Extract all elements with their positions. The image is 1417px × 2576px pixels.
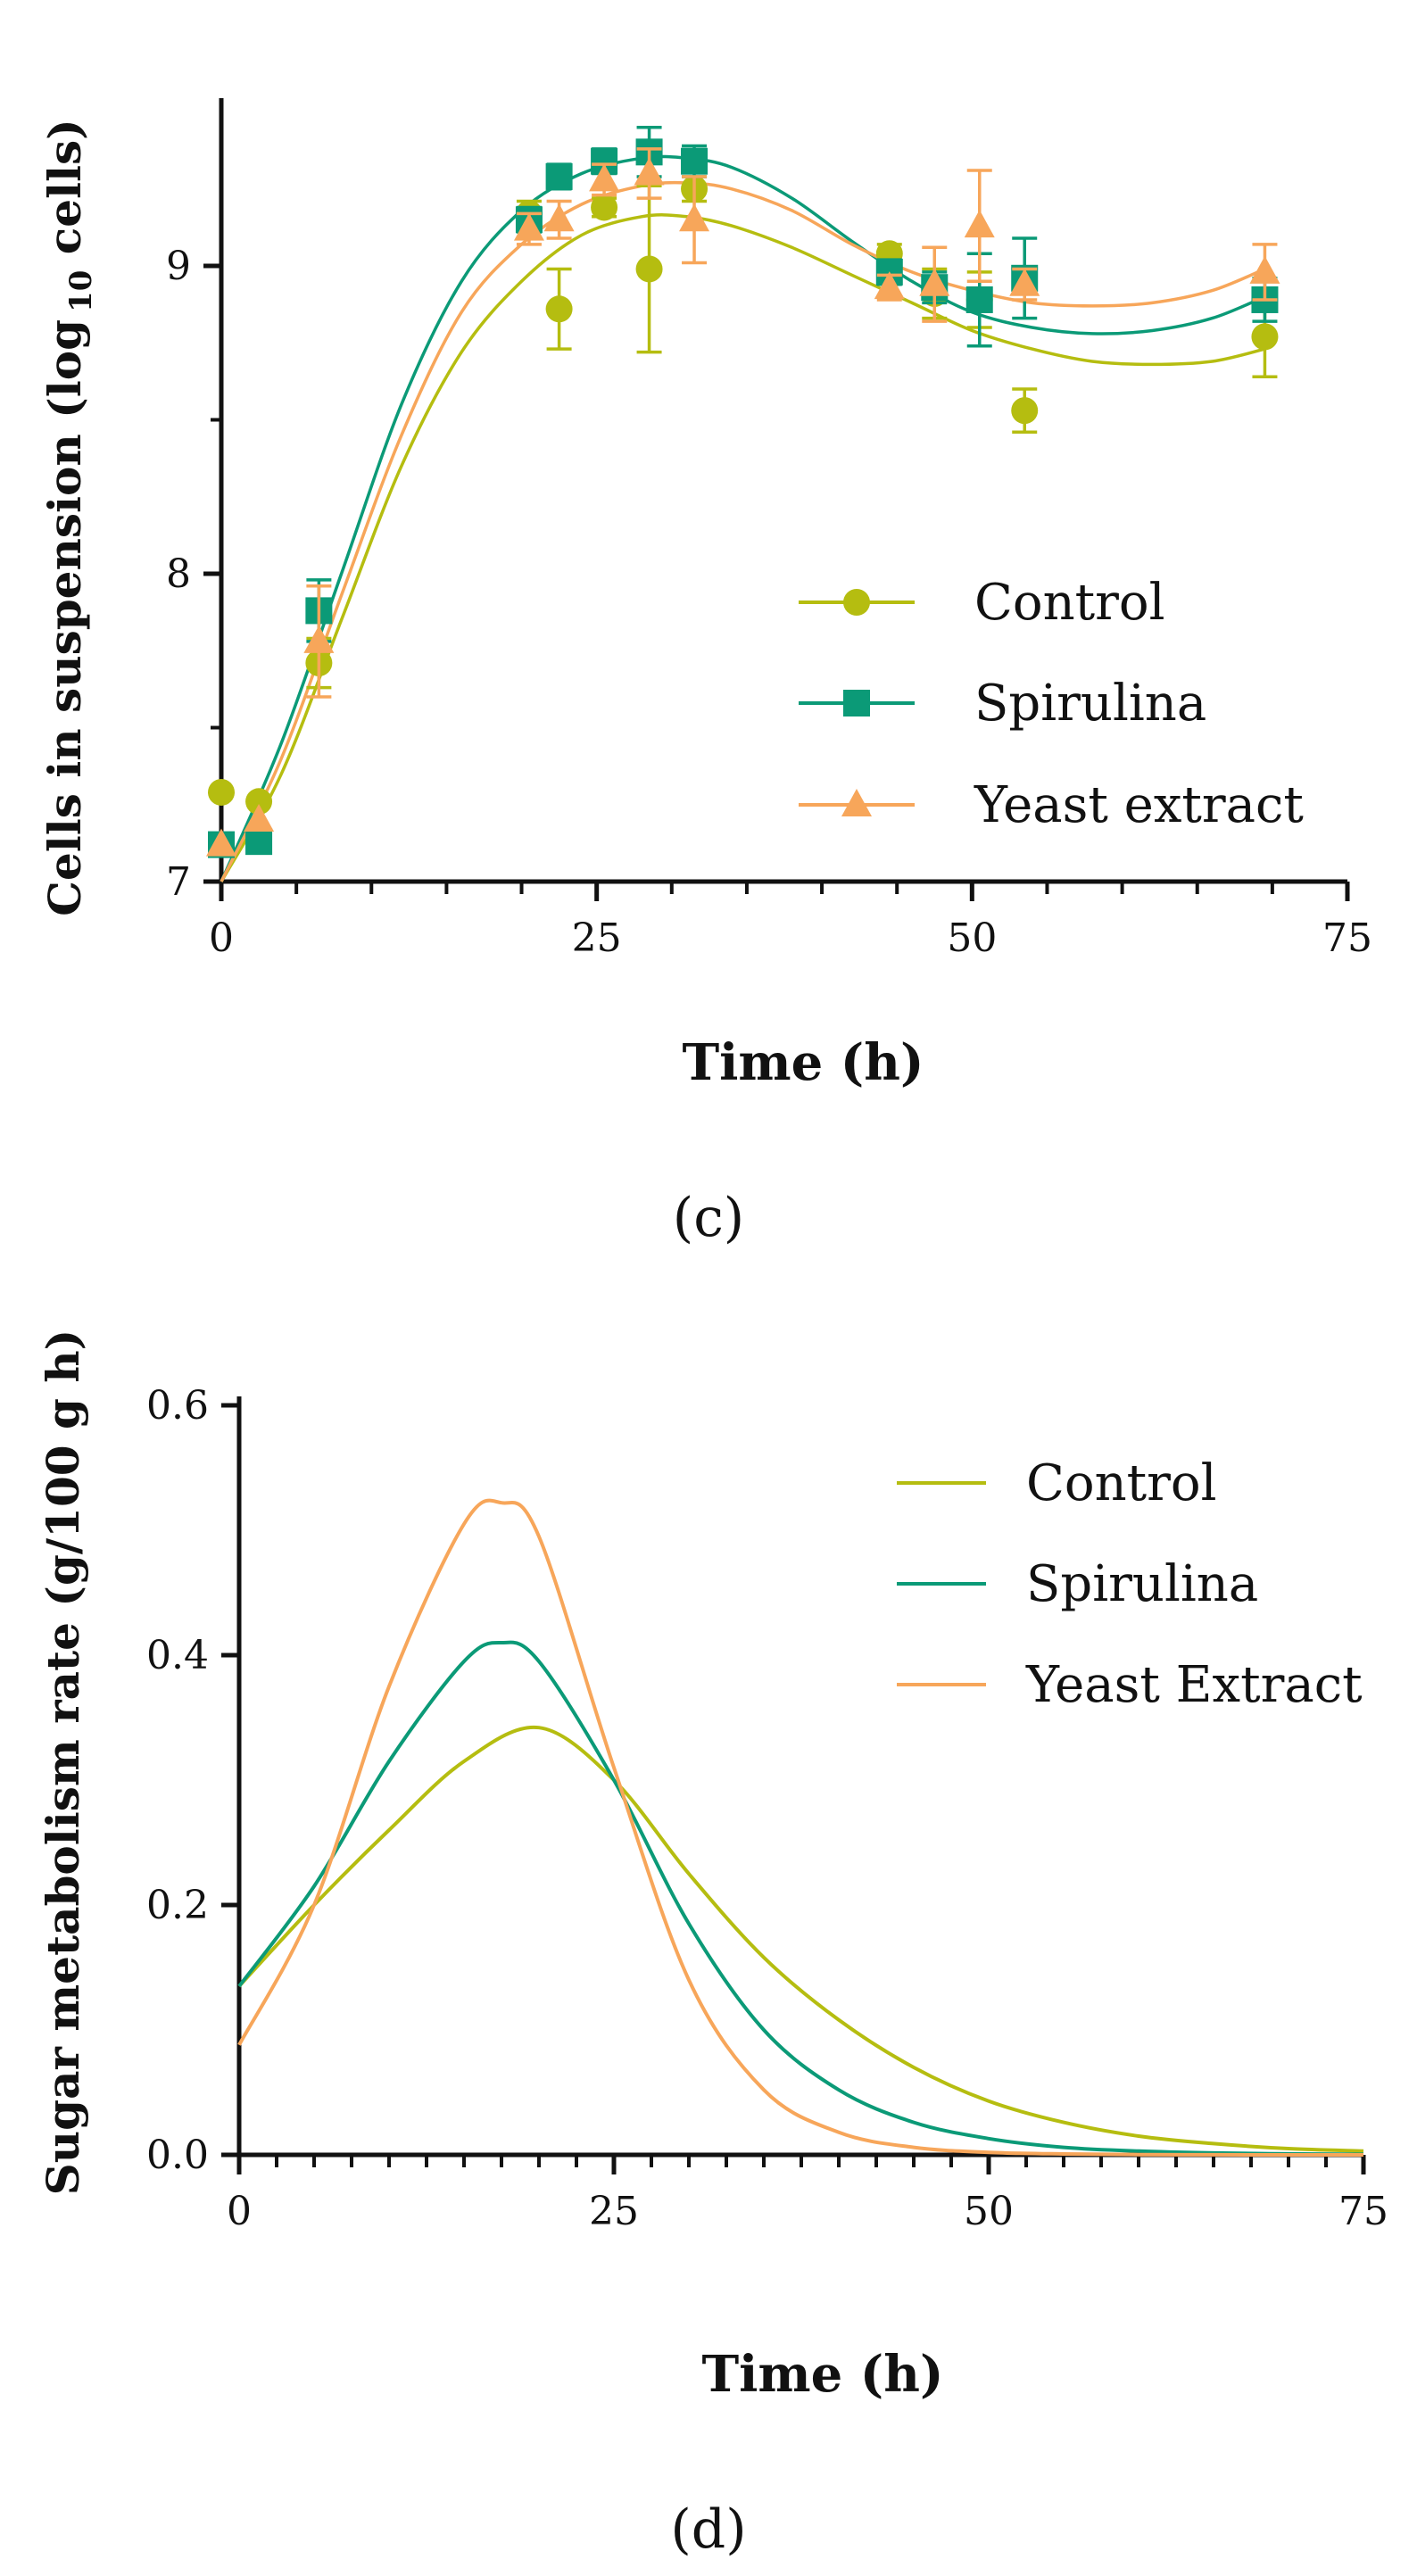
series-line-spirulina [237, 1640, 1364, 2157]
chart-d-ylabel: Sugar metabolism rate (g/100 g h) [37, 1329, 89, 2196]
data-point-yeast [206, 828, 236, 857]
chart-d-x-tick-label: 75 [1338, 2189, 1388, 2234]
legend-label-control: Control [974, 574, 1165, 632]
data-point-yeast [244, 804, 275, 832]
data-point-yeast [964, 210, 995, 238]
chart-d-y-tick-label: 0.6 [146, 1383, 209, 1429]
data-point-control [635, 255, 663, 283]
data-point-control [545, 295, 573, 323]
data-point-yeast [1249, 255, 1280, 284]
legend-label-control: Control [1026, 1454, 1217, 1512]
chart-c-marks: 0 25 50 75 7 8 9 Control Spirulina Yeast extract [166, 98, 1372, 961]
chart-d-marks: 0 25 50 75 0.0 0.2 0.4 0.6 Control Spirulina Yeast… [146, 1383, 1388, 2234]
series-line-control [237, 1725, 1364, 2153]
chart-c-y-tick-label: 8 [166, 551, 191, 597]
data-point-control [245, 788, 273, 816]
data-point-control [1011, 397, 1039, 425]
panel-label-d: (d) [670, 2498, 746, 2561]
data-point-spirulina [681, 147, 708, 175]
chart-c-x-tick-label: 75 [1322, 915, 1372, 961]
chart-d-x-tick-label: 0 [227, 2189, 252, 2234]
chart-d-x-tick-label: 50 [964, 2189, 1014, 2234]
data-point-yeast [543, 203, 575, 232]
data-point-yeast [1009, 268, 1040, 296]
legend-label-yeast: Yeast extract [974, 776, 1304, 834]
legend-label-yeast: Yeast Extract [1025, 1656, 1363, 1714]
data-point-yeast [919, 268, 950, 296]
data-point-yeast [303, 625, 335, 653]
data-point-yeast [589, 163, 620, 192]
data-point-yeast [679, 203, 710, 232]
data-point-yeast [874, 271, 905, 300]
chart-d-y-tick-label: 0.0 [146, 2133, 209, 2178]
panel-label-c: (c) [673, 1187, 744, 1249]
data-point-spirulina [545, 162, 573, 190]
data-point-spirulina [965, 286, 993, 313]
fit-curve-spirulina [220, 154, 1266, 882]
chart-d-xlabel: Time (h) [701, 2345, 943, 2404]
chart-d-x-tick-label: 25 [589, 2189, 639, 2234]
legend-label-spirulina: Spirulina [974, 675, 1206, 733]
legend-marker-spirulina [843, 690, 870, 716]
legend-marker-control [843, 589, 870, 616]
data-point-yeast [513, 212, 544, 241]
data-point-control [1251, 323, 1279, 351]
series-line-yeast [237, 1498, 1363, 2158]
legend-marker-yeast [841, 789, 872, 816]
chart-c-x-tick-label: 25 [572, 915, 622, 961]
chart-c-xlabel: Time (h) [682, 1033, 924, 1092]
chart-c-x-tick-label: 50 [947, 915, 997, 961]
chart-c-y-tick-label: 7 [166, 859, 191, 905]
legend-label-spirulina: Spirulina [1026, 1555, 1258, 1613]
chart-c-ylabel-main: Cells in suspension (log [38, 319, 91, 916]
data-point-spirulina [245, 828, 273, 856]
chart-c-ylabel: Cells in suspension (log 10 cells) [38, 119, 99, 916]
chart-d-y-tick-label: 0.4 [146, 1633, 209, 1678]
data-point-control [591, 194, 618, 221]
data-point-yeast [634, 157, 665, 186]
chart-c-y-tick-label: 9 [166, 244, 191, 289]
chart-d: 0 25 50 75 0.0 0.2 0.4 0.6 Control Spirulina Yeast… [37, 1329, 1388, 2561]
chart-c-x-tick-label: 0 [209, 915, 234, 961]
data-point-control [208, 778, 235, 806]
chart-c-ylabel-end: cells) [38, 119, 91, 269]
chart-c-ylabel-sub: 10 [63, 270, 99, 312]
fit-curve-control [220, 213, 1265, 882]
chart-d-y-tick-label: 0.2 [146, 1883, 209, 1928]
